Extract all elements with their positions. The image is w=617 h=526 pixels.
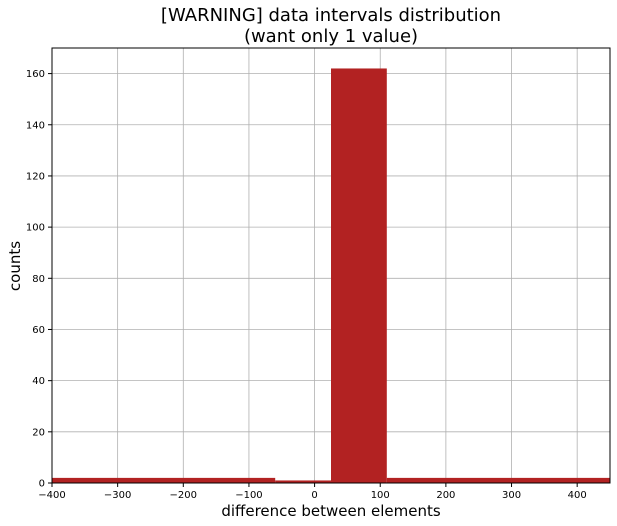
x-axis-ticks: −400 −300 −200 −100 0 100 200 300 400 xyxy=(38,483,587,501)
x-tick-label: 400 xyxy=(568,490,587,501)
chart-title-line-2: (want only 1 value) xyxy=(244,26,418,47)
y-tick-label: 40 xyxy=(32,376,45,387)
x-tick-label: 200 xyxy=(436,490,455,501)
x-tick-label: 300 xyxy=(502,490,521,501)
y-tick-label: 60 xyxy=(32,325,45,336)
y-axis-ticks: 0 20 40 60 80 100 120 140 160 xyxy=(26,69,52,490)
histogram-bar xyxy=(52,477,276,483)
y-tick-label: 80 xyxy=(32,274,45,285)
y-axis-label: counts xyxy=(6,241,24,291)
y-tick-label: 120 xyxy=(26,171,45,182)
x-tick-label: −100 xyxy=(235,490,262,501)
x-tick-label: −400 xyxy=(38,490,65,501)
bars xyxy=(52,68,610,484)
y-tick-label: 20 xyxy=(32,427,45,438)
y-tick-label: 100 xyxy=(26,223,45,234)
x-tick-label: −200 xyxy=(170,490,197,501)
x-axis-label: difference between elements xyxy=(221,502,441,520)
y-tick-label: 140 xyxy=(26,120,45,131)
histogram-bar xyxy=(386,477,610,483)
y-tick-label: 0 xyxy=(39,479,45,490)
x-tick-label: −300 xyxy=(104,490,131,501)
x-tick-label: 100 xyxy=(371,490,390,501)
plot-frame xyxy=(51,47,611,484)
x-tick-label: 0 xyxy=(311,490,317,501)
chart-title-line-1: [WARNING] data intervals distribution xyxy=(161,5,501,26)
histogram-bar xyxy=(275,480,331,483)
y-tick-label: 160 xyxy=(26,69,45,80)
histogram-bar xyxy=(331,68,387,484)
